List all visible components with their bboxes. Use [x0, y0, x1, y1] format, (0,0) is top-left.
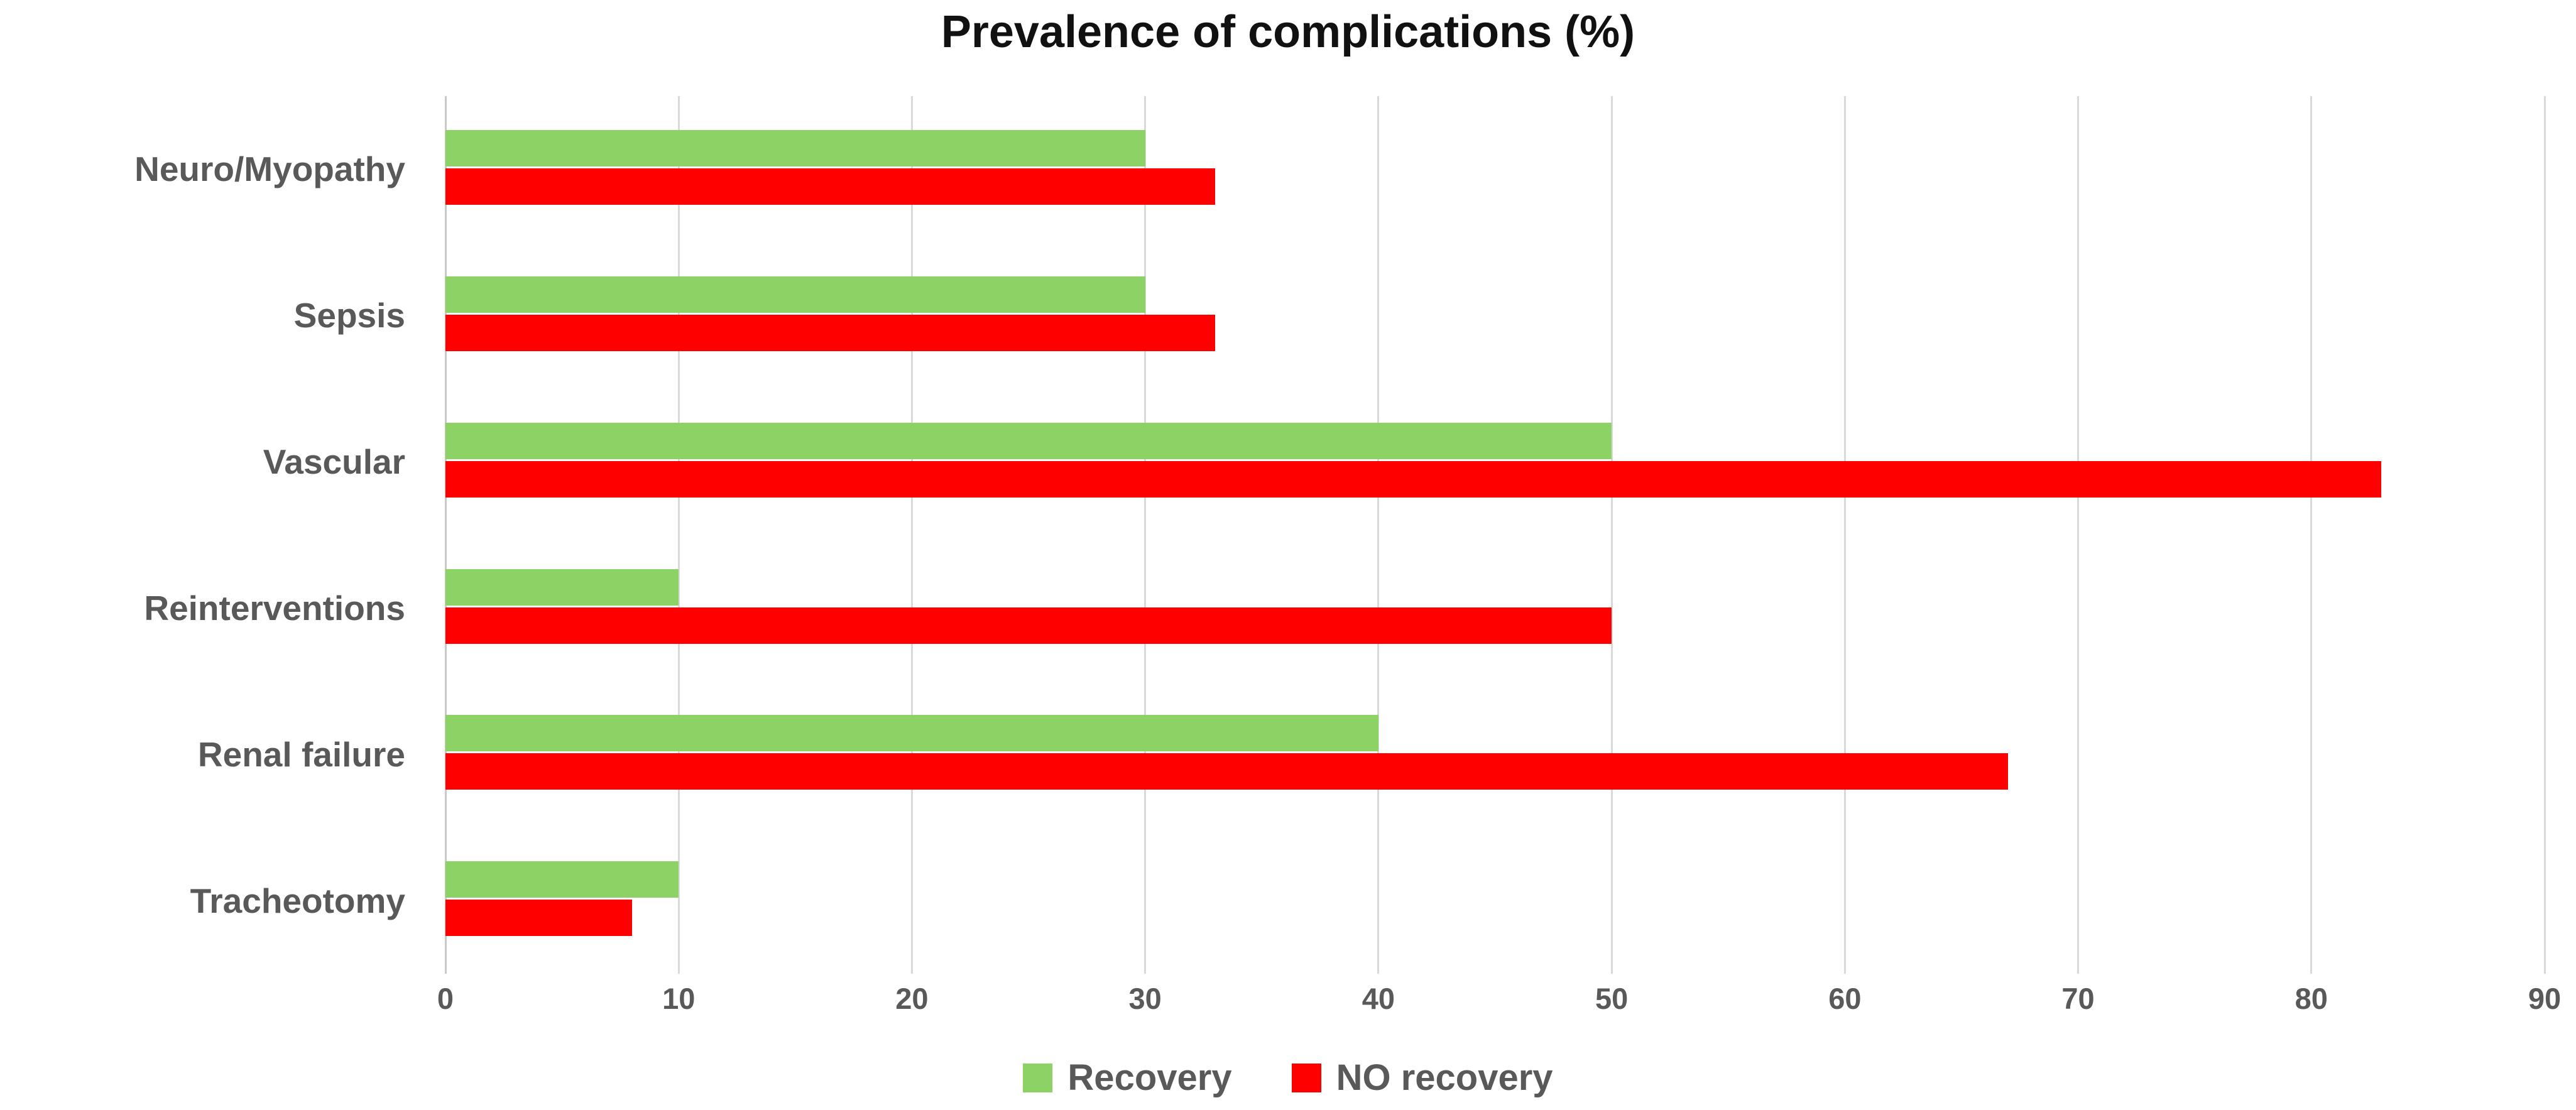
gridline-x-60 [1843, 96, 1846, 974]
plot-area [444, 96, 2546, 974]
category-band-sepsis [445, 242, 2545, 389]
bar-recovery-neuro-myopathy [445, 130, 1145, 166]
legend-item-recovery: Recovery [1023, 1057, 1232, 1099]
legend-swatch-icon [1023, 1063, 1053, 1092]
chart-legend: Recovery NO recovery [0, 1057, 2576, 1099]
gridline-x-10 [677, 96, 680, 974]
category-label-neuro-myopathy: Neuro/Myopathy [134, 150, 405, 189]
x-tick-label-0: 0 [437, 982, 454, 1015]
bar-no-recovery-reinterventions [445, 607, 1612, 644]
category-label-sepsis: Sepsis [293, 296, 405, 335]
gridline-x-50 [1610, 96, 1613, 974]
x-tick-label-40: 40 [1362, 982, 1395, 1015]
x-tick-label-70: 70 [2061, 982, 2095, 1015]
gridline-x-40 [1377, 96, 1380, 974]
x-tick-label-90: 90 [2528, 982, 2562, 1015]
category-label-vascular: Vascular [263, 442, 405, 482]
category-band-reinterventions [445, 535, 2545, 682]
bar-recovery-vascular [445, 422, 1612, 459]
bar-no-recovery-tracheotomy [445, 900, 632, 937]
category-band-tracheotomy [445, 827, 2545, 974]
bar-recovery-sepsis [445, 276, 1145, 313]
x-tick-label-60: 60 [1828, 982, 1862, 1015]
gridline-x-0 [444, 96, 447, 974]
gridline-x-30 [1144, 96, 1147, 974]
bar-no-recovery-neuro-myopathy [445, 168, 1216, 205]
bar-recovery-reinterventions [445, 569, 679, 606]
bar-no-recovery-vascular [445, 460, 2382, 498]
bar-no-recovery-renal-failure [445, 753, 2009, 790]
legend-swatch-icon [1291, 1063, 1321, 1092]
x-tick-label-80: 80 [2295, 982, 2328, 1015]
gridline-x-20 [910, 96, 913, 974]
x-tick-label-50: 50 [1595, 982, 1629, 1015]
category-label-reinterventions: Reinterventions [144, 588, 405, 628]
category-label-tracheotomy: Tracheotomy [190, 881, 405, 920]
category-band-neuro-myopathy [445, 96, 2545, 242]
category-band-vascular [445, 389, 2545, 535]
gridline-x-80 [2310, 96, 2313, 974]
bar-recovery-tracheotomy [445, 861, 679, 898]
legend-label: Recovery [1067, 1057, 1232, 1098]
legend-item-no-recovery: NO recovery [1291, 1057, 1553, 1099]
x-tick-label-30: 30 [1128, 982, 1162, 1015]
legend-label: NO recovery [1336, 1057, 1553, 1098]
bar-recovery-renal-failure [445, 715, 1378, 752]
category-band-renal-failure [445, 681, 2545, 827]
gridline-x-90 [2543, 96, 2546, 974]
x-tick-label-10: 10 [662, 982, 696, 1015]
bar-no-recovery-sepsis [445, 314, 1216, 351]
chart-title: Prevalence of complications (%) [941, 7, 1635, 57]
gridline-x-70 [2077, 96, 2080, 974]
x-tick-label-20: 20 [895, 982, 929, 1015]
category-label-renal-failure: Renal failure [197, 734, 405, 774]
category-axis: Neuro/Myopathy Sepsis Vascular Reinterventi… [0, 96, 405, 974]
